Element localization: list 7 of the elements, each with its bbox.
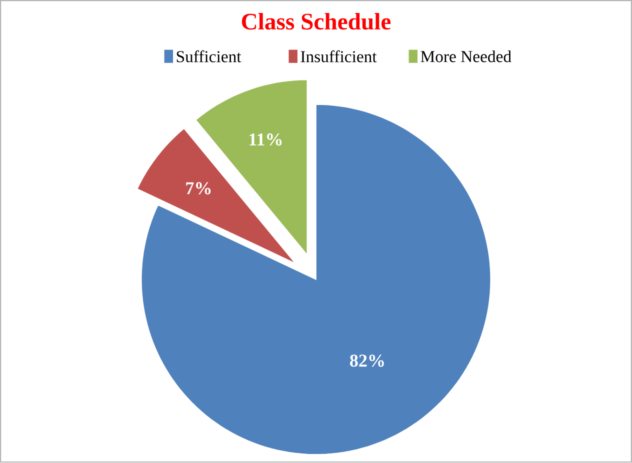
data-label: 7% [186,182,211,195]
legend-label: More Needed [420,50,512,62]
legend-label: Insufficient [300,50,377,62]
data-label: 82% [350,354,384,368]
chart-title: Class Schedule [242,13,391,30]
legend-label: Sufficient [176,50,242,62]
data-label: 11% [250,134,282,146]
